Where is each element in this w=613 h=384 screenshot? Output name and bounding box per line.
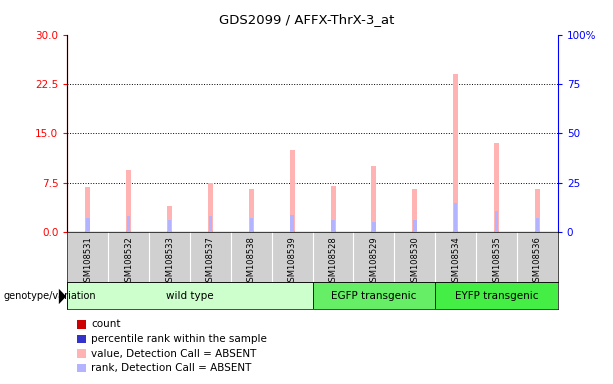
Bar xyxy=(413,189,417,232)
Text: GSM108535: GSM108535 xyxy=(492,236,501,287)
Bar xyxy=(291,229,294,232)
Text: GDS2099 / AFFX-ThrX-3_at: GDS2099 / AFFX-ThrX-3_at xyxy=(219,13,394,26)
Text: GSM108539: GSM108539 xyxy=(287,236,297,287)
Bar xyxy=(536,229,539,232)
Bar xyxy=(373,226,375,232)
Bar xyxy=(413,220,416,232)
Bar xyxy=(126,170,131,232)
Bar xyxy=(373,222,375,232)
Bar xyxy=(332,222,334,232)
Bar xyxy=(86,218,89,232)
Bar xyxy=(414,229,416,232)
Text: GSM108532: GSM108532 xyxy=(124,236,133,287)
Text: percentile rank within the sample: percentile rank within the sample xyxy=(91,334,267,344)
Bar xyxy=(128,216,130,232)
Bar xyxy=(169,222,170,232)
Bar xyxy=(209,217,212,232)
Bar xyxy=(86,226,89,232)
Bar xyxy=(167,206,172,232)
Text: GSM108530: GSM108530 xyxy=(410,236,419,287)
Bar xyxy=(250,219,253,232)
Text: rank, Detection Call = ABSENT: rank, Detection Call = ABSENT xyxy=(91,363,252,373)
Bar xyxy=(454,203,457,232)
Text: GSM108534: GSM108534 xyxy=(451,236,460,287)
Bar xyxy=(454,213,457,232)
Bar xyxy=(495,219,498,232)
Bar xyxy=(536,218,539,232)
Bar xyxy=(414,222,416,232)
Text: GSM108536: GSM108536 xyxy=(533,236,542,287)
Bar xyxy=(249,218,253,232)
Bar xyxy=(208,183,213,232)
Bar xyxy=(332,220,335,232)
Bar xyxy=(290,150,295,232)
Bar xyxy=(495,210,498,232)
Bar xyxy=(67,282,313,309)
Bar xyxy=(313,282,435,309)
Bar xyxy=(330,186,335,232)
Bar xyxy=(536,219,538,232)
Bar xyxy=(435,282,558,309)
Text: EYFP transgenic: EYFP transgenic xyxy=(455,291,538,301)
Bar xyxy=(128,226,130,232)
Bar xyxy=(494,143,499,232)
Bar xyxy=(291,216,293,232)
Bar xyxy=(85,187,90,232)
Text: GSM108528: GSM108528 xyxy=(329,236,338,287)
Text: GSM108531: GSM108531 xyxy=(83,236,93,287)
Bar xyxy=(127,217,131,232)
Text: value, Detection Call = ABSENT: value, Detection Call = ABSENT xyxy=(91,349,257,359)
Bar xyxy=(87,219,89,232)
Bar xyxy=(210,219,211,232)
Bar xyxy=(372,222,376,232)
Bar xyxy=(332,229,334,232)
Text: EGFP transgenic: EGFP transgenic xyxy=(331,291,417,301)
Text: GSM108537: GSM108537 xyxy=(206,236,215,287)
Bar xyxy=(250,229,253,232)
Bar xyxy=(371,166,376,232)
Text: GSM108533: GSM108533 xyxy=(165,236,174,287)
Text: GSM108538: GSM108538 xyxy=(247,236,256,287)
Text: GSM108529: GSM108529 xyxy=(370,236,378,287)
Bar xyxy=(453,74,458,232)
Bar xyxy=(209,229,211,232)
Text: genotype/variation: genotype/variation xyxy=(3,291,96,301)
Bar xyxy=(169,229,171,232)
Polygon shape xyxy=(59,289,66,304)
Bar xyxy=(249,189,254,232)
Bar xyxy=(495,213,498,232)
Bar xyxy=(535,189,540,232)
Bar xyxy=(291,215,294,232)
Text: wild type: wild type xyxy=(166,291,214,301)
Bar xyxy=(168,220,171,232)
Text: count: count xyxy=(91,319,121,329)
Bar xyxy=(455,206,457,232)
